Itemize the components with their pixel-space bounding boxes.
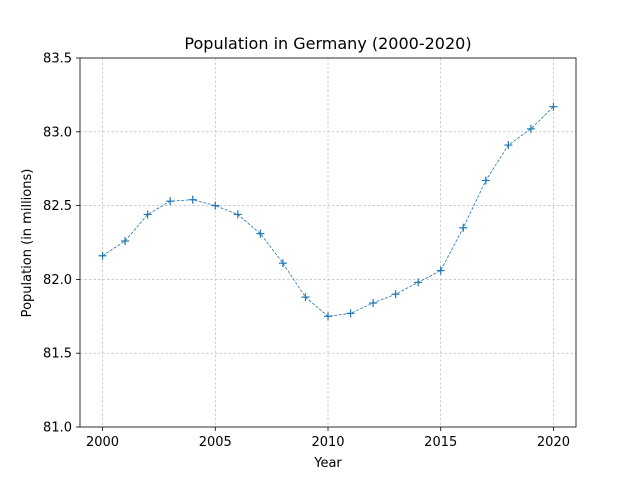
y-tick-label: 83.5: [43, 52, 72, 67]
data-point: [346, 309, 355, 318]
data-point: [143, 210, 152, 219]
data-point: [481, 176, 490, 185]
y-tick-label: 81.0: [43, 421, 72, 436]
x-tick-label: 2000: [86, 435, 119, 450]
data-point: [166, 197, 175, 206]
x-axis-ticks: 2000 2005 2010 2015 2020: [86, 427, 570, 450]
data-point: [121, 237, 130, 246]
data-point: [436, 266, 445, 275]
data-point: [188, 195, 197, 204]
data-point: [549, 102, 558, 111]
x-tick-label: 2005: [199, 435, 232, 450]
data-point: [211, 201, 220, 210]
data-point: [256, 229, 265, 238]
y-axis-ticks: 81.0 81.5 82.0 82.5 83.0 83.5: [43, 52, 80, 436]
data-point: [526, 124, 535, 133]
data-point: [414, 278, 423, 287]
data-point: [504, 141, 513, 150]
y-tick-label: 83.0: [43, 125, 72, 140]
data-point: [233, 210, 242, 219]
y-axis-label: Population (in millions): [20, 169, 35, 318]
data-point: [391, 290, 400, 299]
y-tick-label: 82.0: [43, 273, 72, 288]
data-point: [98, 251, 107, 260]
data-point: [278, 259, 287, 268]
x-axis-label: Year: [313, 456, 342, 471]
y-tick-label: 82.5: [43, 199, 72, 214]
y-tick-label: 81.5: [43, 347, 72, 362]
data-point: [301, 293, 310, 302]
x-tick-label: 2015: [424, 435, 457, 450]
data-point: [459, 223, 468, 232]
x-tick-label: 2010: [311, 435, 344, 450]
data-point: [369, 299, 378, 308]
x-tick-label: 2020: [537, 435, 570, 450]
data-point: [324, 312, 332, 321]
series-layer: [98, 102, 558, 321]
chart-title: Population in Germany (2000-2020): [184, 34, 471, 53]
